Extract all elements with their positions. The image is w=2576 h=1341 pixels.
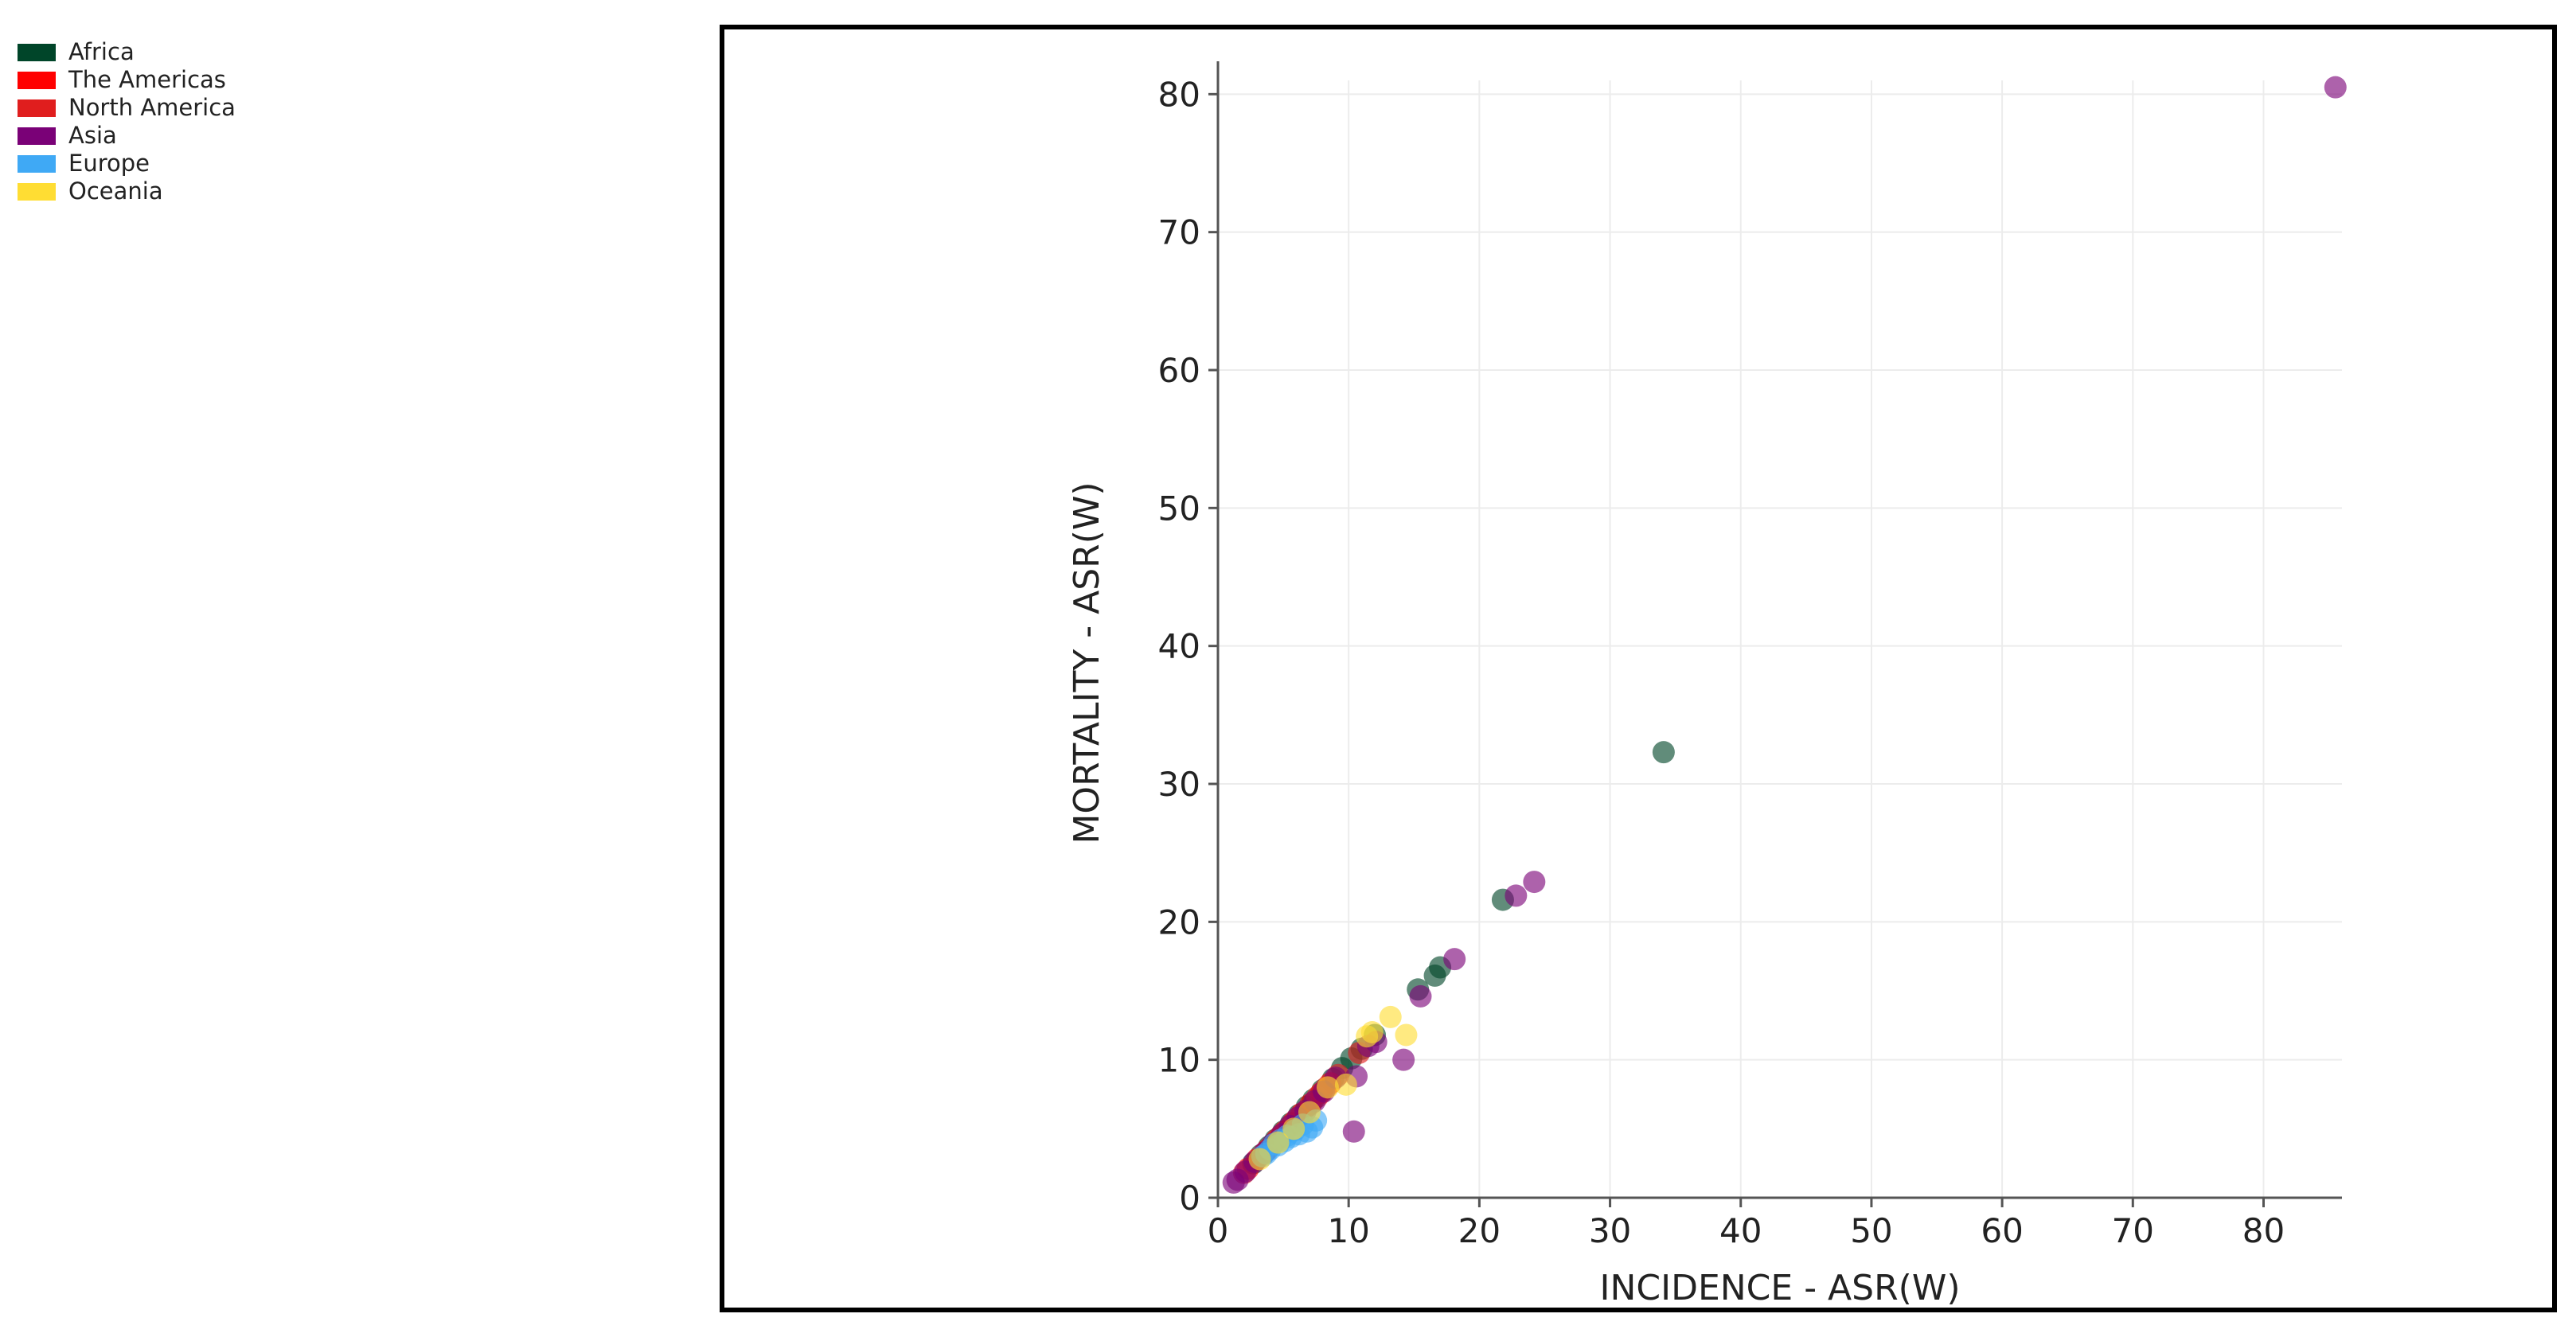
- y-tick-label: 60: [1158, 351, 1200, 390]
- data-point-asia[interactable]: [1222, 1171, 1245, 1194]
- points-layer: [1222, 76, 2347, 1194]
- legend-label: The Americas: [68, 66, 226, 93]
- x-tick-label: 40: [1719, 1211, 1762, 1250]
- data-point-africa[interactable]: [1652, 741, 1675, 764]
- legend-item-africa[interactable]: Africa: [18, 38, 236, 66]
- legend-label: Europe: [68, 150, 150, 177]
- chart-frame: 0 10 20 30 40 50 60 70 80 0 10 20 30 40 50 60 70 80 INCID…: [720, 25, 2557, 1312]
- y-tick-label: 50: [1158, 489, 1200, 528]
- x-tick-label: 70: [2112, 1211, 2154, 1250]
- y-tick-label: 80: [1158, 75, 1200, 114]
- chart-legend: Africa The Americas North America Asia E…: [18, 38, 236, 205]
- legend-swatch: [18, 43, 56, 61]
- data-point-asia[interactable]: [1505, 884, 1528, 907]
- data-point-oceania[interactable]: [1282, 1117, 1306, 1140]
- x-tick-label: 60: [1981, 1211, 2023, 1250]
- data-point-asia[interactable]: [1409, 984, 1432, 1008]
- x-tick-label: 20: [1458, 1211, 1501, 1250]
- y-tick-label: 30: [1158, 765, 1200, 804]
- legend-label: North America: [68, 94, 236, 121]
- data-point-oceania[interactable]: [1379, 1005, 1402, 1028]
- data-point-oceania[interactable]: [1356, 1025, 1379, 1048]
- legend-label: Africa: [68, 38, 135, 65]
- legend-item-asia[interactable]: Asia: [18, 122, 236, 150]
- legend-item-north-america[interactable]: North America: [18, 94, 236, 122]
- x-tick-label: 80: [2242, 1211, 2285, 1250]
- y-tick-label: 10: [1158, 1041, 1200, 1080]
- x-tick-label: 10: [1327, 1211, 1369, 1250]
- x-tick-label: 30: [1589, 1211, 1631, 1250]
- legend-item-oceania[interactable]: Oceania: [18, 177, 236, 205]
- data-point-oceania[interactable]: [1316, 1076, 1339, 1099]
- legend-item-the-americas[interactable]: The Americas: [18, 66, 236, 94]
- legend-swatch: [18, 182, 56, 201]
- legend-label: Oceania: [68, 177, 163, 205]
- y-tick-label: 0: [1179, 1179, 1200, 1218]
- grid-layer: [1218, 80, 2342, 1198]
- legend-label: Asia: [68, 122, 117, 149]
- y-tick-label: 70: [1158, 213, 1200, 252]
- scatter-plot: 0 10 20 30 40 50 60 70 80 0 10 20 30 40 50 60 70 80 INCID…: [1067, 61, 2347, 1308]
- legend-item-europe[interactable]: Europe: [18, 150, 236, 177]
- data-point-asia[interactable]: [1523, 871, 1546, 894]
- legend-swatch: [18, 71, 56, 89]
- data-point-oceania[interactable]: [1395, 1023, 1418, 1047]
- y-tick-label: 40: [1158, 627, 1200, 666]
- data-point-asia[interactable]: [1342, 1120, 1365, 1143]
- y-axis-title: MORTALITY - ASR(W): [1067, 481, 1107, 844]
- x-tick-label: 50: [1850, 1211, 1892, 1250]
- data-point-asia[interactable]: [1392, 1048, 1415, 1071]
- y-tick-label: 20: [1158, 902, 1200, 941]
- x-axis-title: INCIDENCE - ASR(W): [1600, 1268, 1961, 1308]
- data-point-africa[interactable]: [1423, 964, 1446, 987]
- data-point-oceania[interactable]: [1298, 1101, 1321, 1124]
- data-point-asia[interactable]: [1443, 948, 1466, 971]
- x-tick-label: 0: [1208, 1211, 1229, 1250]
- legend-swatch: [18, 99, 56, 117]
- data-point-oceania[interactable]: [1267, 1131, 1290, 1154]
- data-point-oceania[interactable]: [1334, 1073, 1357, 1096]
- data-point-oceania[interactable]: [1248, 1148, 1271, 1171]
- legend-swatch: [18, 127, 56, 145]
- axis-layer: 0 10 20 30 40 50 60 70 80 0 10 20 30 40 50 60 70 80: [1158, 61, 2342, 1250]
- data-point-asia[interactable]: [2324, 76, 2347, 99]
- legend-swatch: [18, 154, 56, 173]
